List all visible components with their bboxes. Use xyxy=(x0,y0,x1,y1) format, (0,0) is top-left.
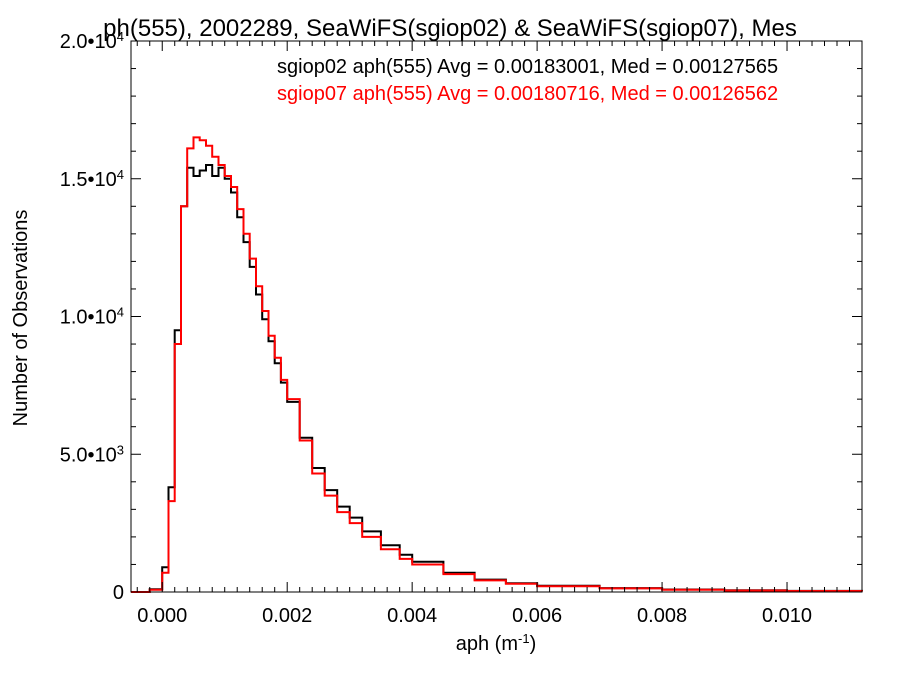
x-tick-label: 0.006 xyxy=(512,605,562,627)
y-tick-label: 1.5•104 xyxy=(60,166,124,191)
plot-frame xyxy=(130,40,863,593)
annotation-stats-2: sgiop07 aph(555) Avg = 0.00180716, Med =… xyxy=(277,83,778,105)
chart-title: ph(555), 2002289, SeaWiFS(sgiop02) & Sea… xyxy=(103,15,797,42)
series-line-sgiop02 xyxy=(131,164,863,593)
x-tick-label: 0.008 xyxy=(637,605,687,627)
y-tick-label: 5.0•103 xyxy=(60,442,124,467)
x-tick-label: 0.002 xyxy=(262,605,312,627)
x-axis: 0.000 0.002 0.004 0.006 0.008 0.010 xyxy=(136,41,851,627)
y-axis-label: Number of Observations xyxy=(10,210,32,427)
x-tick-label: 0.000 xyxy=(137,605,187,627)
annotation-stats-1: sgiop02 aph(555) Avg = 0.00183001, Med =… xyxy=(277,56,778,78)
series-line-sgiop07 xyxy=(131,136,863,593)
series-layer xyxy=(131,136,863,593)
y-tick-label: 0 xyxy=(113,582,124,604)
statistics-annotations: sgiop02 aph(555) Avg = 0.00183001, Med =… xyxy=(277,56,778,105)
x-tick-label: 0.010 xyxy=(762,605,812,627)
y-tick-label: 1.0•104 xyxy=(60,304,124,329)
x-axis-label: aph (m-1) xyxy=(456,631,536,656)
x-tick-label: 0.004 xyxy=(387,605,437,627)
y-tick-label: 2.0•104 xyxy=(60,29,124,54)
y-axis: 0 5.0•103 1.0•104 1.5•104 2.0•104 xyxy=(60,29,862,604)
